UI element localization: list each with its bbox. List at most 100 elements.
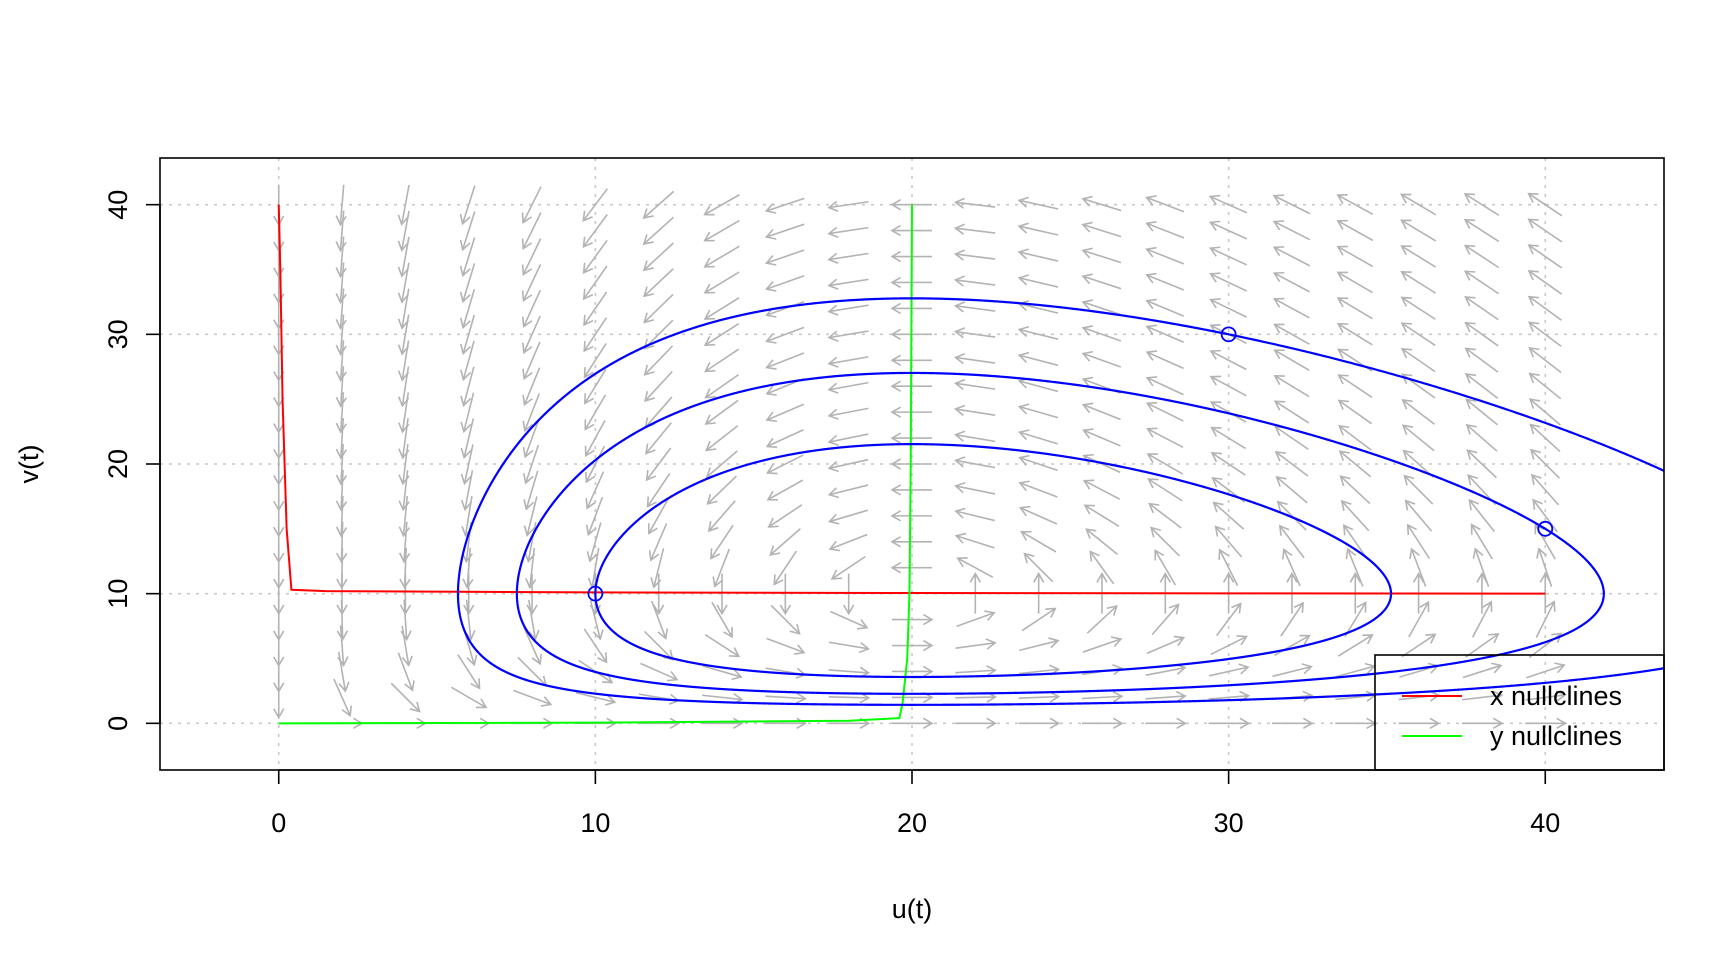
vector-field-arrow [1463,218,1500,243]
vector-field-arrow [585,496,604,537]
vector-field-arrow [1408,600,1430,638]
vector-field-arrow [827,484,869,499]
vector-field-arrow [890,484,932,496]
vector-field-arrow [526,573,538,616]
vector-field-arrow [1527,218,1563,243]
y-tick-label: 40 [103,190,133,220]
vector-field-arrow [522,444,540,485]
vector-field-arrow [337,625,349,668]
vector-field-arrow [643,345,674,376]
vector-field-arrow [1082,428,1121,447]
vector-field-arrow [457,654,481,690]
vector-field-arrow [584,394,607,431]
vector-field-arrow [522,418,540,459]
vector-field-arrow [462,547,474,590]
vector-field-arrow [1464,270,1499,295]
legend-box [1374,654,1665,771]
vector-field-arrow [1081,402,1121,421]
vector-field-arrow [1017,429,1059,445]
vector-field-arrow [764,223,805,240]
vector-field-arrow [765,429,804,449]
vector-field-arrow [892,665,934,678]
vector-field-arrow [890,510,932,522]
vector-field-arrow [1210,452,1246,476]
vector-field-arrow [1085,528,1119,555]
vector-field-arrow [1019,637,1060,652]
vector-field-arrow [1472,547,1490,587]
vector-field-arrow [1209,272,1248,292]
vector-field-arrow [1336,219,1374,242]
vector-field-arrow [955,717,997,730]
vector-field-arrow [1209,349,1247,371]
vector-field-arrow [459,237,476,278]
vector-field-arrow [1272,271,1310,293]
vector-field-arrow [1409,547,1427,587]
vector-field-arrow [1083,504,1120,528]
vector-field-arrow [1336,245,1374,268]
vector-field-arrow [1401,633,1437,658]
vector-field-arrow [1336,271,1373,294]
vector-field-arrow [1145,401,1184,422]
vector-field-arrow [585,445,606,484]
vector-field-arrow [522,315,541,355]
vector-field-arrow [765,403,805,422]
vector-field-arrow [704,374,739,399]
vector-field-arrow [460,314,475,356]
vector-field-arrow [953,223,996,235]
vector-field-arrow [400,599,412,642]
vector-field-arrow [585,471,605,510]
vector-field-arrow [1403,474,1434,505]
vector-field-arrow [1464,321,1499,347]
vector-field-arrow [335,262,347,305]
vector-field-arrow [335,288,347,330]
vector-field-arrow [1525,690,1567,702]
vector-field-arrow [956,610,996,628]
vector-field-arrow [1335,717,1377,730]
vector-field-arrow [1081,273,1122,290]
vector-field-arrow [1471,600,1493,638]
vector-field-arrow [398,495,410,538]
vector-field-arrow [1400,296,1436,320]
vector-field-arrow [706,475,737,505]
legend-label: x nullclines [1490,681,1622,711]
vector-field-arrow [953,197,996,209]
vector-field-arrow [765,717,807,730]
vector-field-arrow [1280,601,1304,637]
vector-field-arrow [1336,297,1373,320]
vector-field-arrow [1401,424,1435,452]
vector-field-arrow [335,366,347,408]
vector-field-arrow [1529,448,1560,479]
vector-field-arrow [1272,220,1311,241]
vector-field-arrow [1081,691,1124,703]
vector-field-arrow [584,420,606,458]
vector-field-arrow [764,275,805,292]
vector-field-arrow [1463,193,1500,217]
vector-field-arrow [644,396,673,429]
vector-field-arrow [1209,401,1247,423]
vector-field-arrow [1208,663,1250,677]
vector-field-arrow [522,367,541,407]
vector-field-arrow [398,521,411,564]
vector-field-arrow [1145,195,1185,213]
vector-field-arrow [1208,717,1251,730]
vector-field-arrow [764,249,805,266]
vector-field-arrow [953,352,996,365]
vector-field-arrow [575,691,617,706]
legend-label: y nullclines [1490,721,1622,751]
vector-field-arrow [1338,425,1372,451]
vector-field-arrow [642,268,674,298]
vector-field-arrow [582,265,608,301]
vector-field-arrow [521,186,542,224]
vector-field [273,184,1567,730]
vector-field-arrow [1145,350,1184,370]
vector-field-arrow [827,252,869,264]
vector-field-arrow [1337,374,1373,398]
vector-field-arrow [1465,633,1500,658]
y-axis-label: v(t) [14,445,44,484]
vector-field-arrow [1273,400,1310,424]
vector-field-arrow [335,443,348,486]
vector-field-arrow [703,219,740,242]
vector-field-arrow [953,404,996,417]
vector-field-arrow [1401,399,1436,425]
vector-field-arrow [953,327,996,339]
